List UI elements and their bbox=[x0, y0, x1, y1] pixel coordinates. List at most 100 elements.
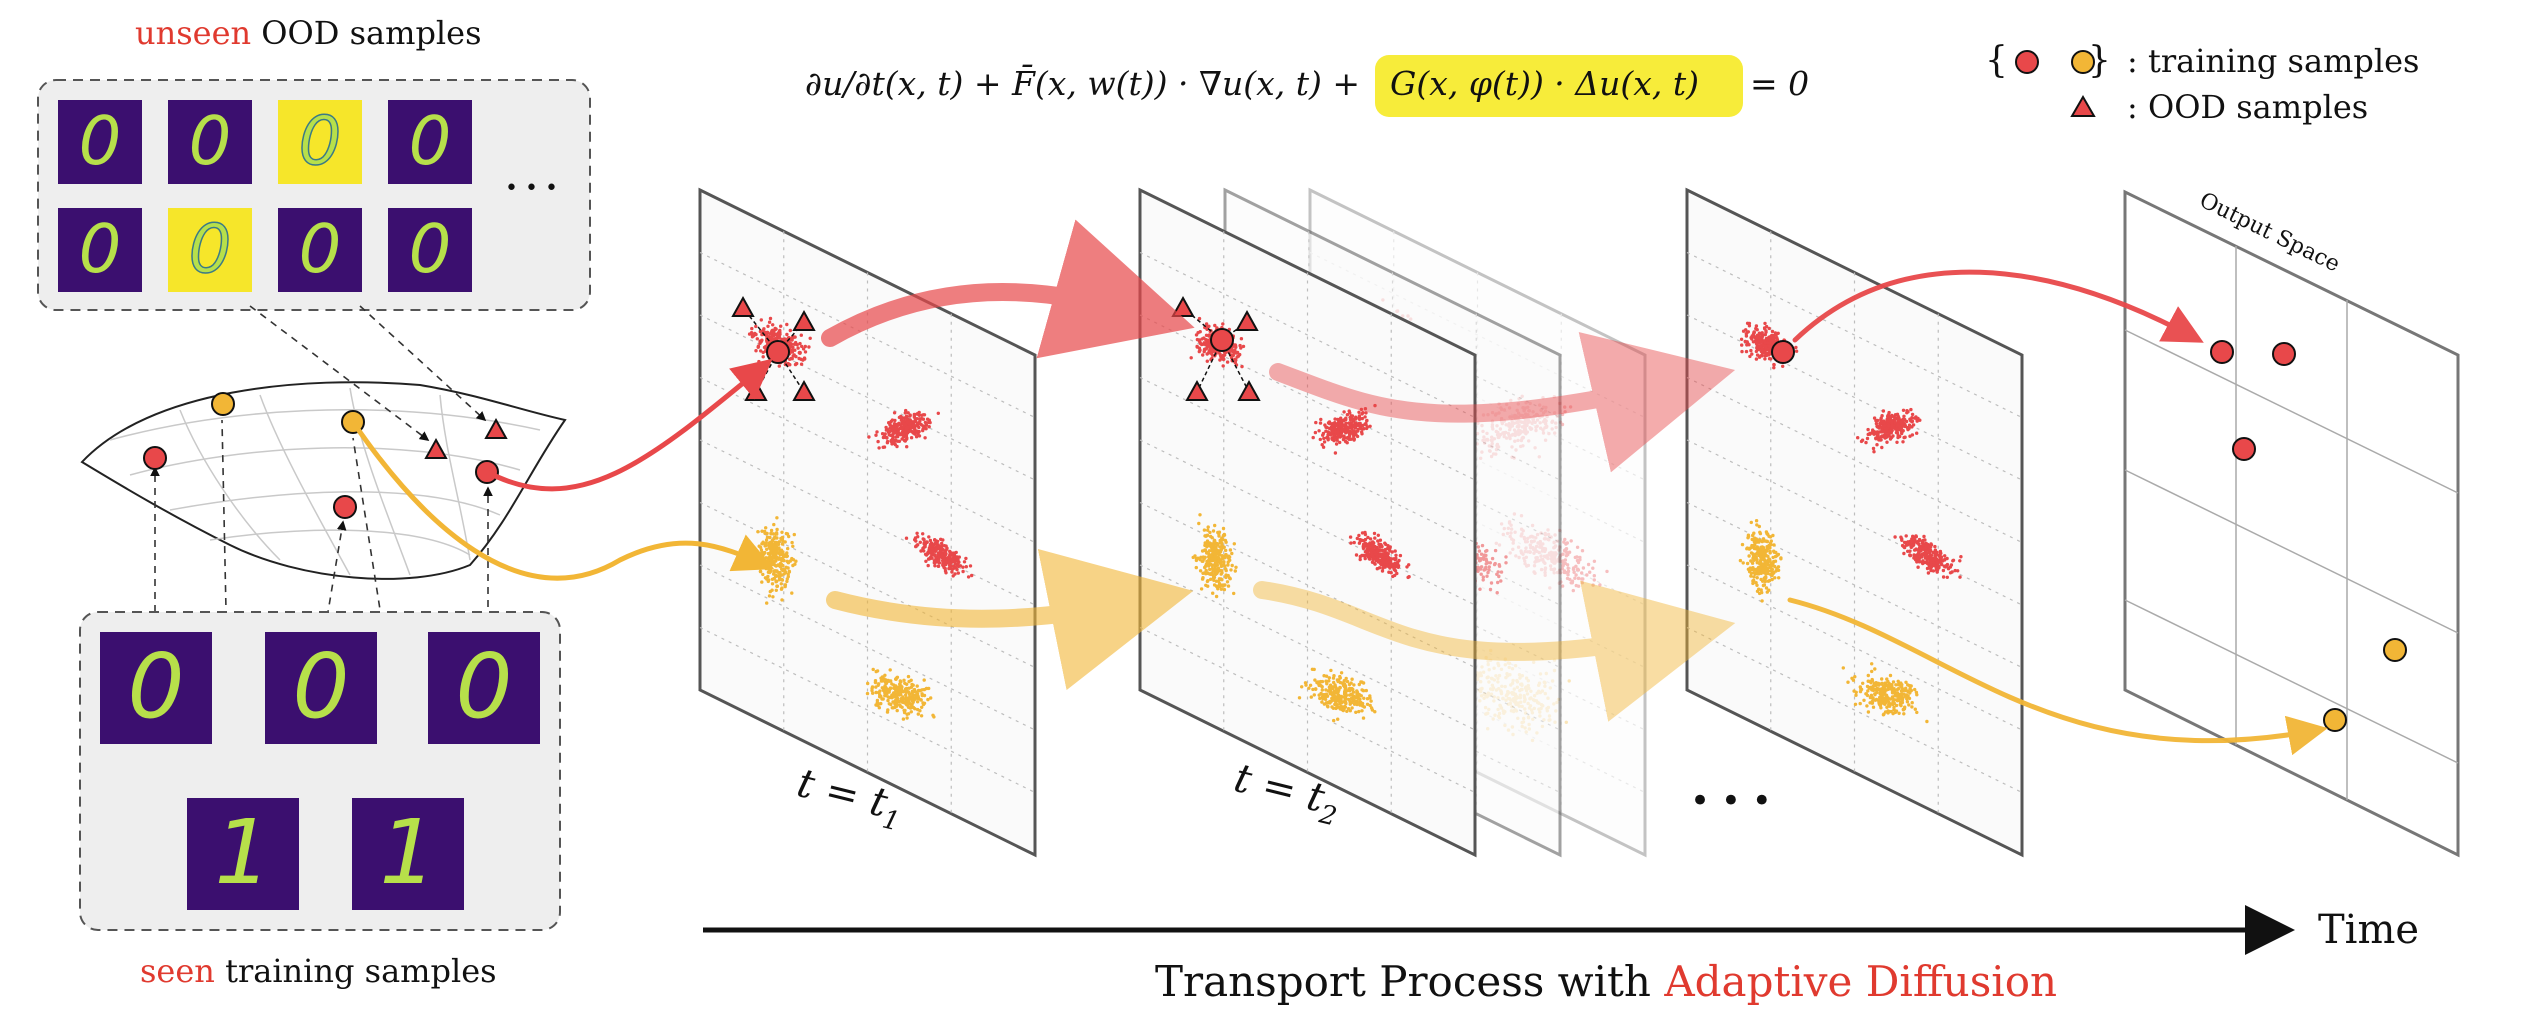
legend: { } : training samples : OOD samples bbox=[1985, 40, 2419, 126]
thumbnail-background bbox=[388, 100, 472, 184]
red-point-cluster bbox=[904, 531, 974, 579]
ood-triangle bbox=[1237, 379, 1261, 401]
output-yellow-sample bbox=[2323, 708, 2347, 732]
manifold-ood-triangle bbox=[484, 417, 508, 439]
red-point-cluster bbox=[1856, 407, 1922, 454]
seen-digit-thumbnail: 0 bbox=[428, 632, 540, 744]
ood-link bbox=[1221, 321, 1248, 341]
training-sample-marker bbox=[1210, 328, 1234, 352]
legend-training-text: : training samples bbox=[2127, 42, 2419, 80]
caption: Transport Process with Adaptive Diffusio… bbox=[1155, 957, 2057, 1006]
manifold-ood-triangle bbox=[424, 437, 448, 459]
ood-triangle bbox=[792, 309, 816, 331]
legend-ood-triangle bbox=[2070, 95, 2096, 117]
training-sample-marker bbox=[1771, 340, 1795, 364]
thumbnail-digit: 0 bbox=[79, 210, 122, 288]
thumbnail-digit: 0 bbox=[189, 210, 232, 288]
output-red-sample bbox=[2232, 437, 2256, 461]
unseen-digit-thumbnail: 0 bbox=[388, 208, 472, 292]
yellow-point-cluster bbox=[1738, 519, 1783, 603]
panel-ellipsis: • • • bbox=[1690, 781, 1772, 821]
unseen-digit-thumbnail: 0 bbox=[58, 100, 142, 184]
manifold-yellow-sample bbox=[211, 392, 235, 416]
thumbnail-digit: 1 bbox=[379, 801, 436, 905]
output-space: Output Space bbox=[2123, 188, 2460, 858]
transport-arrow-red bbox=[1269, 331, 1736, 473]
unseen-ellipsis: • • • bbox=[505, 176, 558, 201]
ood-triangle bbox=[1235, 309, 1259, 331]
transport-arrow-red bbox=[821, 219, 1195, 359]
seen-digit-thumbnail: 1 bbox=[187, 798, 299, 910]
seen-thumbnail-grid: 0 0 01 1 bbox=[100, 632, 540, 910]
panel-t2 bbox=[1138, 187, 1477, 858]
thumbnail-background bbox=[168, 100, 252, 184]
unseen-digit-thumbnail: 0 bbox=[168, 100, 252, 184]
ood-triangle bbox=[792, 379, 816, 401]
thumbnail-digit: 0 bbox=[292, 635, 349, 739]
panel-t3 bbox=[1685, 187, 2024, 858]
thumbnail-background bbox=[352, 798, 464, 910]
unseen-rest: OOD samples bbox=[251, 14, 481, 52]
caption-highlight: Adaptive Diffusion bbox=[1663, 957, 2057, 1006]
unseen-digit-thumbnail: 0 bbox=[168, 208, 252, 292]
thumbnail-digit: 0 bbox=[299, 210, 342, 288]
legend-ood-text: : OOD samples bbox=[2127, 88, 2368, 126]
thumbnail-background bbox=[100, 632, 212, 744]
thumbnail-background bbox=[278, 208, 362, 292]
panel-to-output-arrow bbox=[1787, 597, 2328, 756]
unseen-label: unseen OOD samples bbox=[135, 14, 482, 52]
manifold-to-t1-arrow bbox=[350, 419, 775, 581]
red-point-cluster bbox=[1893, 534, 1963, 579]
unseen-digit-thumbnail: 0 bbox=[278, 208, 362, 292]
unseen-word: unseen bbox=[135, 14, 251, 52]
output-red-sample bbox=[2272, 342, 2296, 366]
caption-lead: Transport Process with bbox=[1155, 957, 1664, 1006]
thumbnail-digit: 0 bbox=[299, 102, 342, 180]
unseen-digit-thumbnail: 0 bbox=[58, 208, 142, 292]
unseen-thumbnail-grid: 0 0 0 00 0 0 0 bbox=[58, 100, 472, 292]
training-sample-marker bbox=[766, 340, 790, 364]
seen-digit-thumbnail: 0 bbox=[265, 632, 377, 744]
thumbnail-background bbox=[278, 100, 362, 184]
red-point-cluster bbox=[867, 408, 940, 450]
legend-yellow-circle bbox=[2071, 50, 2095, 74]
thumbnail-digit: 0 bbox=[409, 210, 452, 288]
time-panels bbox=[698, 187, 2024, 858]
thumbnail-background bbox=[187, 798, 299, 910]
t1-sub: 1 bbox=[879, 804, 902, 837]
yellow-point-cluster bbox=[1841, 662, 1929, 724]
manifold-to-t1-arrow bbox=[484, 358, 773, 492]
thumbnail-digit: 0 bbox=[127, 635, 184, 739]
thumbnail-digit: 1 bbox=[214, 801, 271, 905]
ood-triangle bbox=[1185, 379, 1209, 401]
transport-arrow-yellow bbox=[826, 548, 1194, 691]
equation-main: ∂u/∂t(x, t) + F̄(x, w(t)) · ∇u(x, t) + bbox=[805, 63, 1360, 103]
transport-arrow-yellow bbox=[1253, 580, 1736, 722]
unseen-digit-thumbnail: 0 bbox=[388, 100, 472, 184]
thumbnail-digit: 0 bbox=[189, 102, 232, 180]
manifold-red-sample bbox=[333, 495, 357, 519]
thumbnail-digit: 0 bbox=[455, 635, 512, 739]
seen-digit-thumbnail: 0 bbox=[100, 632, 212, 744]
pde-equation: ∂u/∂t(x, t) + F̄(x, w(t)) · ∇u(x, t) + G… bbox=[805, 55, 1809, 117]
thumbnail-background bbox=[388, 208, 472, 292]
seen-word: seen bbox=[140, 952, 215, 990]
yellow-point-cluster bbox=[1297, 667, 1377, 723]
output-red-sample bbox=[2210, 340, 2234, 364]
yellow-point-cluster bbox=[1191, 513, 1238, 599]
thumbnail-background bbox=[58, 100, 142, 184]
thumbnail-digit: 0 bbox=[409, 102, 452, 180]
red-point-cluster bbox=[1348, 530, 1411, 580]
legend-red-circle bbox=[2015, 50, 2039, 74]
output-yellow-sample bbox=[2383, 638, 2407, 662]
flow-arrows bbox=[350, 219, 2328, 756]
panel-grid bbox=[1139, 231, 1476, 814]
time-axis-label: Time bbox=[2318, 907, 2419, 953]
equation-highlight: G(x, φ(t)) · Δu(x, t) bbox=[1390, 64, 1699, 103]
thumbnail-background bbox=[58, 208, 142, 292]
unseen-digit-thumbnail: 0 bbox=[278, 100, 362, 184]
equation-tail: = 0 bbox=[1750, 64, 1809, 103]
panel-grid bbox=[1686, 231, 2023, 814]
seen-digit-thumbnail: 1 bbox=[352, 798, 464, 910]
